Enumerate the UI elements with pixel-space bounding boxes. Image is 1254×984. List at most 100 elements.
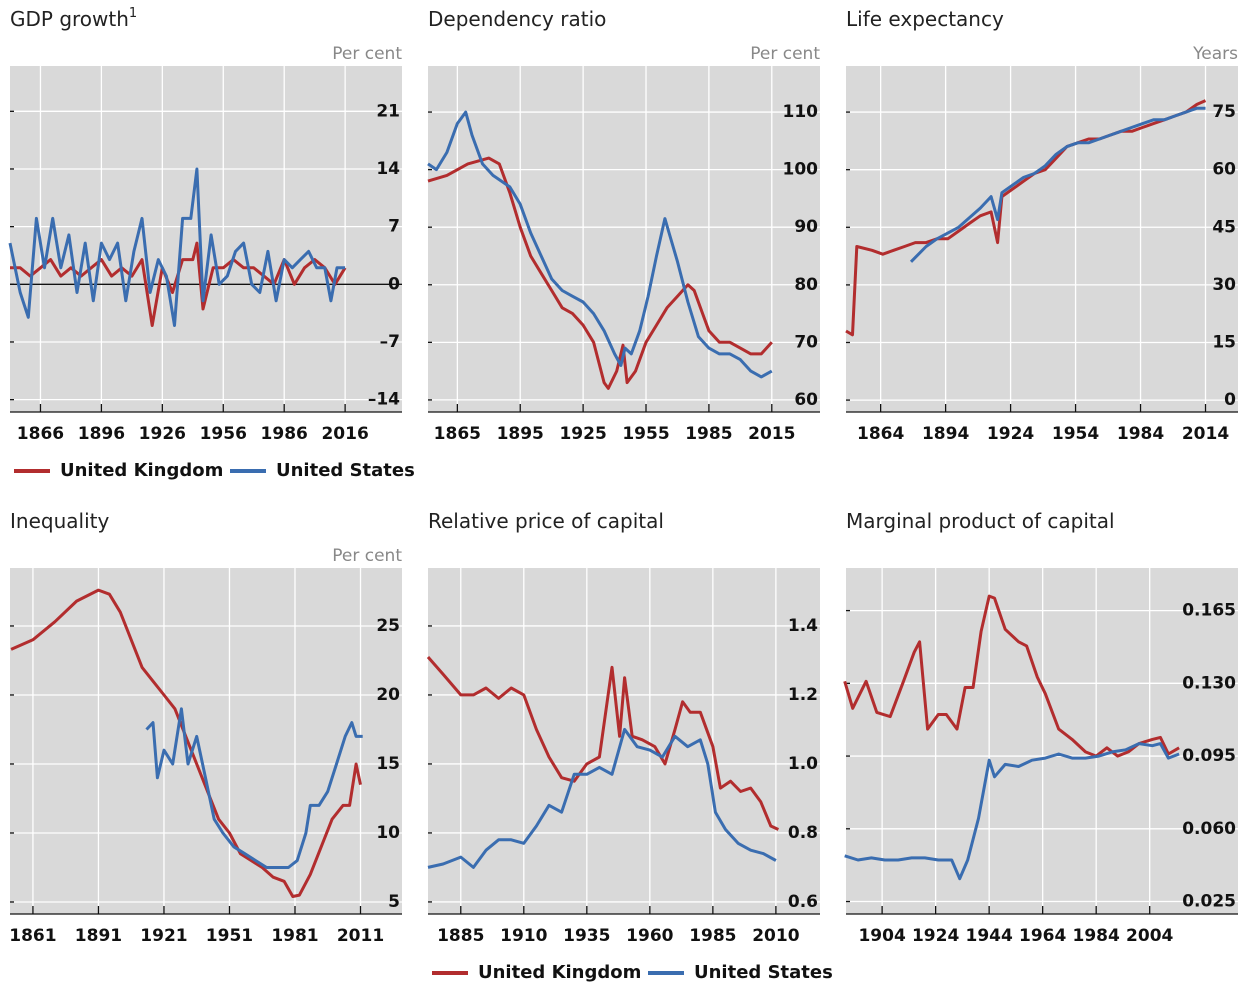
chart-title: Dependency ratio [428, 7, 606, 31]
panel: Marginal product of capital 0.025 0.060 0.0… [843, 509, 1238, 946]
unit-label: Per cent [332, 546, 402, 566]
x-tick-label: 1866 [17, 424, 64, 444]
y-tick-label: 0.8 [788, 823, 818, 843]
x-tick-label: 1891 [75, 926, 122, 946]
x-tick-label: 1935 [563, 926, 610, 946]
plot-background [846, 66, 1238, 412]
y-tick-label: 0.060 [1182, 819, 1236, 839]
x-tick-label: 1924 [912, 926, 959, 946]
x-tick-label: 1924 [987, 424, 1034, 444]
y-tick-label: –14 [368, 390, 400, 410]
x-tick-label: 2004 [1126, 926, 1173, 946]
x-tick-label: 1896 [78, 424, 125, 444]
y-tick-label: –7 [380, 332, 400, 352]
x-tick-label: 2010 [752, 926, 799, 946]
y-tick-label: 30 [1212, 275, 1236, 295]
chart-title: GDP growth1 [10, 6, 137, 31]
y-tick-label: 21 [376, 101, 400, 121]
chart-title: Marginal product of capital [846, 509, 1115, 533]
x-tick-label: 1985 [689, 926, 736, 946]
x-tick-label: 1984 [1117, 424, 1164, 444]
panel: Life expectancy Years 0 15 30 45 60 75 1864 1894 1… [845, 7, 1238, 444]
series-line [845, 99, 1207, 337]
x-tick-label: 1885 [437, 926, 484, 946]
x-tick-label: 1910 [500, 926, 547, 946]
y-tick-label: 10 [376, 823, 400, 843]
series-line [10, 588, 362, 898]
x-tick-label: 1944 [965, 926, 1012, 946]
x-tick-label: 1861 [9, 926, 56, 946]
y-tick-label: 60 [1212, 160, 1236, 180]
y-tick-label: 75 [1212, 102, 1236, 122]
series-line [10, 241, 347, 327]
series-line [427, 727, 777, 869]
title-note: 1 [129, 6, 137, 21]
x-tick-label: 1984 [1073, 926, 1120, 946]
x-tick-label: 1955 [622, 424, 669, 444]
chart-title: Life expectancy [846, 7, 1004, 31]
panel: Inequality Per cent 5 10 15 20 25 1861 1891 1921 1… [9, 509, 402, 947]
title-text: Marginal product of capital [846, 509, 1115, 533]
x-tick-label: 1985 [685, 424, 732, 444]
x-tick-label: 2014 [1182, 424, 1229, 444]
y-tick-label: 90 [794, 217, 818, 237]
x-tick-label: 1956 [200, 424, 247, 444]
plot-background [428, 568, 820, 914]
x-tick-label: 1895 [497, 424, 544, 444]
series-line [426, 656, 780, 831]
chart-title: Inequality [10, 509, 109, 533]
y-tick-label: 5 [388, 892, 400, 912]
title-text: GDP growth [10, 7, 129, 31]
y-tick-label: 0.6 [788, 892, 818, 912]
y-tick-label: 100 [783, 160, 819, 180]
y-tick-label: 1.0 [788, 754, 818, 774]
y-tick-label: 0.165 [1182, 601, 1236, 621]
x-tick-label: 2015 [748, 424, 795, 444]
x-tick-label: 1926 [139, 424, 186, 444]
y-tick-label: 25 [376, 616, 400, 636]
x-tick-label: 1904 [858, 926, 905, 946]
series-line [427, 156, 773, 390]
y-tick-label: 60 [794, 390, 818, 410]
y-tick-label: 1.4 [788, 616, 818, 636]
title-text: Relative price of capital [428, 509, 664, 533]
panel: Dependency ratio Per cent 60 70 80 90 100 110 18… [427, 7, 820, 444]
x-tick-label: 1925 [559, 424, 606, 444]
x-tick-label: 1865 [434, 424, 481, 444]
legend-label: United States [276, 460, 415, 481]
x-tick-label: 1921 [140, 926, 187, 946]
y-tick-label: 110 [783, 102, 819, 122]
x-tick-label: 1954 [1052, 424, 1099, 444]
y-tick-label: 80 [794, 275, 818, 295]
title-text: Inequality [10, 509, 109, 533]
x-tick-label: 1894 [922, 424, 969, 444]
x-tick-label: 2016 [321, 424, 368, 444]
series-line [8, 167, 346, 327]
y-tick-label: 7 [388, 217, 400, 237]
plot-background [846, 568, 1238, 914]
unit-label: Per cent [750, 44, 820, 64]
x-tick-label: 1986 [261, 424, 308, 444]
y-tick-label: 45 [1212, 217, 1236, 237]
y-tick-label: 15 [376, 754, 400, 774]
unit-label: Per cent [332, 44, 402, 64]
y-tick-label: 0.095 [1182, 746, 1236, 766]
chart-title: Relative price of capital [428, 509, 664, 533]
unit-label: Years [1192, 44, 1238, 64]
y-tick-label: 20 [376, 685, 400, 705]
y-tick-label: 0.130 [1182, 673, 1236, 693]
series-line [427, 110, 773, 379]
y-tick-label: 1.2 [788, 685, 818, 705]
series-line [844, 742, 1180, 881]
x-tick-label: 1981 [271, 926, 318, 946]
y-tick-label: 70 [794, 332, 818, 352]
x-tick-label: 1960 [626, 926, 673, 946]
legend-label: United States [694, 962, 833, 983]
y-tick-label: 0.025 [1182, 892, 1236, 912]
x-tick-label: 1864 [857, 424, 904, 444]
title-text: Life expectancy [846, 7, 1004, 31]
legend-label: United Kingdom [60, 460, 223, 481]
series-line [145, 707, 363, 869]
y-tick-label: 14 [376, 159, 400, 179]
x-tick-label: 1964 [1019, 926, 1066, 946]
